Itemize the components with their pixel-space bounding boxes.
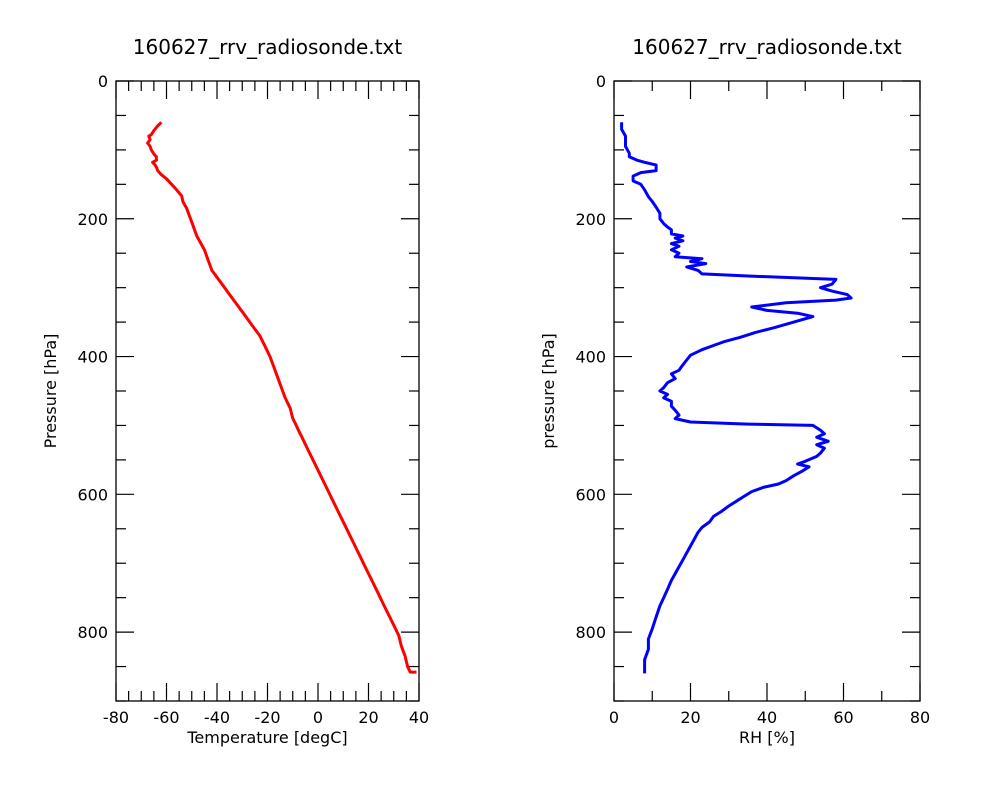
x-tick-label: 0 bbox=[609, 708, 619, 727]
y-tick-label: 200 bbox=[77, 210, 108, 229]
chart-title: 160627_rrv_radiosonde.txt bbox=[632, 35, 902, 59]
x-axis-label: Temperature [degC] bbox=[186, 728, 347, 747]
x-tick-label: 60 bbox=[833, 708, 853, 727]
y-tick-label: 400 bbox=[575, 348, 606, 367]
chart-panel-1: 160627_rrv_radiosonde.txt -80 -60 -40 -20 0 20… bbox=[41, 35, 429, 747]
y-tick-label: 0 bbox=[98, 72, 108, 91]
y-tick-label: 600 bbox=[575, 485, 606, 504]
y-tick-label: 0 bbox=[596, 72, 606, 91]
x-tick-label: -60 bbox=[153, 708, 179, 727]
x-tick-label: 20 bbox=[358, 708, 378, 727]
series-line-1 bbox=[620, 122, 853, 674]
y-tick-label: 800 bbox=[575, 623, 606, 642]
x-tick-label: 0 bbox=[313, 708, 323, 727]
y-tick-label: 600 bbox=[77, 485, 108, 504]
x-tick-label: 80 bbox=[910, 708, 930, 727]
y-axis-label: pressure [hPa] bbox=[539, 333, 558, 449]
y-tick-label: 200 bbox=[575, 210, 606, 229]
x-tick-label: 20 bbox=[680, 708, 700, 727]
x-tick-label: -40 bbox=[204, 708, 230, 727]
y-tick-label: 400 bbox=[77, 348, 108, 367]
x-tick-label: -20 bbox=[254, 708, 280, 727]
chart-title: 160627_rrv_radiosonde.txt bbox=[133, 35, 403, 59]
series-line-1 bbox=[146, 121, 417, 674]
y-tick-label: 800 bbox=[77, 623, 108, 642]
x-tick-label: -80 bbox=[103, 708, 129, 727]
y-axis-label: Pressure [hPa] bbox=[41, 334, 60, 449]
x-axis-label: RH [%] bbox=[739, 728, 795, 747]
x-tick-label: 40 bbox=[409, 708, 429, 727]
x-tick-label: 40 bbox=[757, 708, 777, 727]
